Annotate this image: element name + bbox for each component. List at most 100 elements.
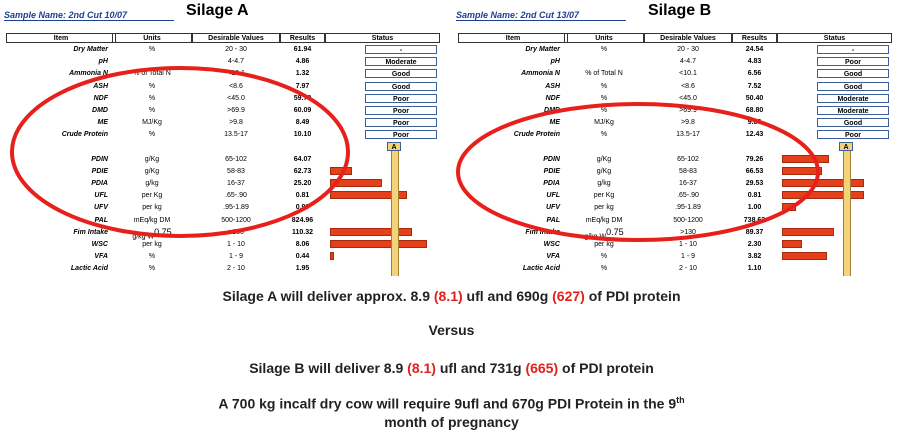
units: mEq/kg DM <box>133 216 171 224</box>
item: Ammonia N <box>521 70 560 78</box>
column-header: Item <box>458 33 568 43</box>
units: % <box>600 131 608 139</box>
status: Poor <box>817 130 889 140</box>
bar <box>782 252 827 261</box>
units-sup: 0.75 <box>606 226 624 237</box>
marker-label: A <box>839 141 853 151</box>
units: per kg <box>142 241 162 248</box>
desirable-value: >130 <box>228 228 244 236</box>
units: % <box>148 46 156 53</box>
item: PDIN <box>91 155 108 163</box>
status: Moderate <box>817 93 889 103</box>
units: g/kg <box>597 180 611 187</box>
text-segment: A 700 kg incalf dry cow will require 9uf… <box>218 395 677 412</box>
desirable-value: <8.6 <box>229 82 243 90</box>
item: WSC <box>543 241 560 248</box>
item: Fim Intake <box>525 228 560 236</box>
status: Good <box>817 69 889 79</box>
result: 9.86 <box>747 119 762 127</box>
units: mEq/kg DM <box>585 216 623 224</box>
result: 8.49 <box>295 119 310 127</box>
desirable-value: 13.5-17 <box>676 131 700 139</box>
result: 0.81 <box>747 192 762 200</box>
desirable-value: 65-102 <box>677 155 699 163</box>
result: 68.80 <box>745 107 764 114</box>
result: 29.53 <box>745 180 764 187</box>
column-header: Desirable Values <box>192 33 280 43</box>
desirable-value: 65-102 <box>225 155 247 163</box>
status: Poor <box>365 118 437 128</box>
units: g/Kg <box>596 167 612 175</box>
result: 10.10 <box>293 131 312 139</box>
status: - <box>817 45 889 54</box>
item: UFL <box>94 192 108 200</box>
units: % <box>148 265 156 273</box>
text-segment: th <box>676 395 685 405</box>
item: pH <box>550 58 560 66</box>
item: VFA <box>94 253 108 261</box>
item: ASH <box>545 82 560 90</box>
desirable-value: 58-83 <box>679 167 697 175</box>
item: PAL <box>94 216 108 224</box>
bar <box>330 227 412 236</box>
sample-name: Sample Name: 2nd Cut 10/07 <box>4 10 174 21</box>
desirable-value: <45.0 <box>679 94 697 102</box>
highlight-number: (665) <box>525 360 559 376</box>
status: Good <box>365 69 437 79</box>
item: pH <box>98 58 108 66</box>
units: % <box>148 253 156 261</box>
column-header: Item <box>6 33 116 43</box>
conclusion-line: Silage B will deliver 8.9 (8.1) ufl and … <box>0 360 903 376</box>
text-segment: Versus <box>428 322 475 338</box>
panel: Sample Name: 2nd Cut 10/07 Silage A Item Un… <box>0 0 447 282</box>
units: % <box>600 107 608 114</box>
result: 25.20 <box>293 180 312 187</box>
desirable-value: 1 - 10 <box>227 241 245 248</box>
item: UFL <box>546 192 560 200</box>
item: UFV <box>94 204 108 212</box>
units: % of Total N <box>585 70 623 78</box>
units: % <box>600 94 608 102</box>
result: 89.37 <box>745 228 764 236</box>
item: NDF <box>545 94 560 102</box>
units: g/kg W0.75 <box>584 226 624 241</box>
item: WSC <box>91 241 108 248</box>
item: Dry Matter <box>73 46 108 53</box>
status: Poor <box>365 93 437 103</box>
result: 824.96 <box>291 216 314 224</box>
units <box>564 56 644 67</box>
units: MJ/Kg <box>594 119 614 127</box>
desirable-value: 20 - 30 <box>225 46 247 53</box>
result: 1.00 <box>747 204 762 212</box>
panel-title: Silage A <box>186 2 249 19</box>
desirable-value: >69.9 <box>227 107 245 114</box>
result: 66.53 <box>745 167 764 175</box>
result: 1.32 <box>295 70 310 78</box>
highlight-number: (8.1) <box>433 288 463 304</box>
desirable-value: 13.5-17 <box>224 131 248 139</box>
desirable-value: .65-.90 <box>677 192 699 200</box>
units: g/kg W0.75 <box>132 226 172 241</box>
desirable-value: 58-83 <box>227 167 245 175</box>
desirable-value: <10.1 <box>227 70 245 78</box>
result: 12.43 <box>745 131 764 139</box>
desirable-value: 2 - 10 <box>227 265 245 273</box>
item: Crude Protein <box>61 131 108 139</box>
result: 62.73 <box>293 167 312 175</box>
item: Lactic Acid <box>70 265 108 273</box>
column-header: Units <box>564 33 644 43</box>
text-segment: Silage A will deliver approx. 8.9 <box>222 288 434 304</box>
conclusion-line: Silage A will deliver approx. 8.9 (8.1) … <box>0 288 903 304</box>
desirable-value: >9.8 <box>229 119 243 127</box>
units: per Kg <box>593 192 615 200</box>
units: % <box>148 131 156 139</box>
result: 110.32 <box>291 228 314 236</box>
result: 0.81 <box>295 192 310 200</box>
desirable-value: .95-1.89 <box>223 204 249 212</box>
item: ME <box>549 119 561 127</box>
desirable-value: 16-37 <box>679 180 697 187</box>
units: % <box>600 46 608 53</box>
result: 60.09 <box>293 107 312 114</box>
desirable-value: >130 <box>680 228 696 236</box>
column-header: Results <box>732 33 777 43</box>
